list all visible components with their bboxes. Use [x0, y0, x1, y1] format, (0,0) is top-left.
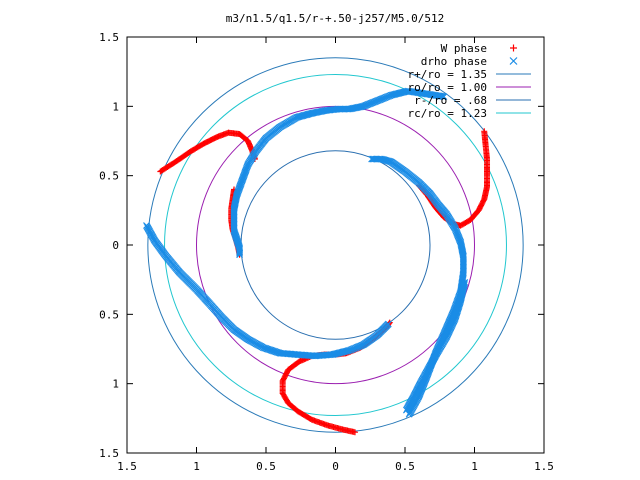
x-tick-label: 1.5 [534, 460, 554, 473]
x-tick-label: 1 [193, 460, 200, 473]
series-w-phase [157, 128, 491, 436]
reference-circles [147, 57, 524, 433]
drho-phase-point [402, 406, 410, 414]
drho-phase-point [236, 249, 244, 257]
y-tick-label: 0.5 [99, 308, 119, 321]
legend-swatch-plus [510, 44, 517, 52]
legend-swatch-cross [509, 57, 518, 65]
drho-phase-point [405, 410, 413, 418]
series-drho-phase [143, 87, 469, 418]
circle-r--ro [240, 150, 431, 340]
legend-label: r+/ro = 1.35 [408, 68, 487, 81]
y-tick-label: 0 [112, 239, 119, 252]
legend-label: drho phase [421, 55, 487, 68]
axis-ticks: 1.5 1 0.5 0 0.5 1 1.51.510.500.511.5 [99, 31, 554, 473]
circle-rc-ro [164, 73, 507, 417]
legend-label: ro/ro = 1.00 [408, 81, 487, 94]
x-tick-label: 0.5 [256, 460, 276, 473]
x-tick-label: 0 [332, 460, 339, 473]
x-tick-label: 1.5 [117, 460, 137, 473]
drho-phase-point [384, 320, 392, 328]
drho-phase-point [236, 248, 244, 256]
drho-phase-point [385, 157, 393, 165]
drho-phase-point [236, 251, 244, 259]
y-tick-label: 0.5 [99, 170, 119, 183]
legend-label: r-/ro = .68 [414, 94, 487, 107]
circle-r--ro [147, 57, 524, 433]
y-tick-label: 1.5 [99, 447, 119, 460]
legend-label: rc/ro = 1.23 [408, 107, 487, 120]
y-tick-label: 1 [112, 100, 119, 113]
phase-markers [143, 87, 491, 436]
chart-title: m3/n1.5/q1.5/r-+.50-j257/M5.0/512 [226, 12, 445, 25]
x-tick-label: 0.5 [395, 460, 415, 473]
w-phase-point [280, 391, 287, 398]
x-tick-label: 1 [471, 460, 478, 473]
y-tick-label: 1 [112, 378, 119, 391]
legend-label: W phase [441, 42, 487, 55]
y-tick-label: 1.5 [99, 31, 119, 44]
